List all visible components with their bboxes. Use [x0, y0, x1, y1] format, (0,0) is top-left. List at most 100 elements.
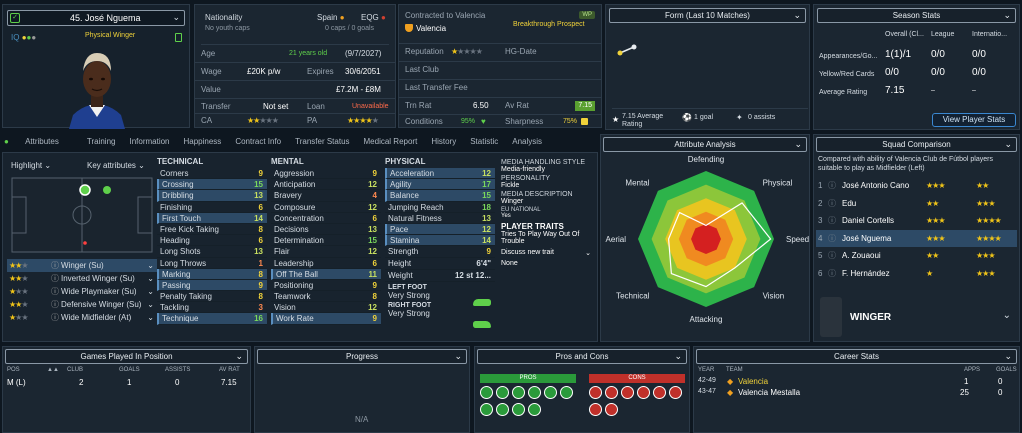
- attribute-value: 17: [482, 180, 491, 190]
- squad-row[interactable]: 6 ⓘ F. Hernández ★ ★★★: [816, 265, 1017, 283]
- sharpness-value: 75%: [563, 118, 578, 125]
- trait-icon[interactable]: [653, 386, 666, 399]
- attribute-row: First Touch 14: [157, 212, 267, 224]
- tab-history[interactable]: History: [431, 137, 457, 146]
- role-item[interactable]: ★★★ ⓘ Wide Playmaker (Su) ⌄: [9, 287, 154, 296]
- progress-header[interactable]: Progress ⌄: [257, 349, 467, 364]
- tab-attributes[interactable]: ● Attributes: [4, 137, 59, 146]
- chevron-down-icon[interactable]: ⌄: [1002, 310, 1011, 321]
- player-name: José Antonio Cano: [842, 181, 910, 190]
- ca-stars: ★★: [926, 251, 939, 261]
- pros-cons-header[interactable]: Pros and Cons ⌄: [477, 349, 687, 364]
- media-desc-title: MEDIA DESCRIPTION: [501, 191, 573, 198]
- assist-icon: ✦: [736, 113, 743, 122]
- trait-icon[interactable]: [496, 386, 509, 399]
- season-row: Yellow/Red Cards 0/0 0/0 0/0: [817, 67, 1017, 83]
- trait-icon[interactable]: [589, 403, 602, 416]
- conditions-label: Conditions: [405, 117, 443, 126]
- attribute-value: 6: [258, 202, 263, 212]
- squad-row[interactable]: 3 ⓘ Daniel Cortells ★★★ ★★★★: [816, 212, 1017, 230]
- attribute-row: Corners 9: [157, 168, 267, 180]
- radar-axis-label: Physical: [763, 178, 793, 187]
- trait-icon[interactable]: [512, 403, 525, 416]
- view-player-stats-button[interactable]: View Player Stats: [932, 113, 1016, 127]
- trait-icon[interactable]: [621, 386, 634, 399]
- attribute-value: 8: [258, 224, 263, 234]
- role-item[interactable]: ★★★ ⓘ Inverted Winger (Su) ⌄: [9, 274, 154, 283]
- career-header[interactable]: Career Stats ⌄: [696, 349, 1017, 364]
- attribute-name: Dribbling: [162, 191, 194, 201]
- attribute-name: Finishing: [160, 202, 193, 212]
- trait-icon[interactable]: [589, 386, 602, 399]
- attribute-value: 4: [372, 191, 377, 201]
- trait-icon[interactable]: [637, 386, 650, 399]
- tab-happiness[interactable]: Happiness: [183, 137, 222, 146]
- trait-icon[interactable]: [528, 403, 541, 416]
- club-name: Valencia: [416, 24, 447, 33]
- tab-information[interactable]: Information: [129, 137, 170, 146]
- tab-training[interactable]: Training: [86, 137, 116, 146]
- attribute-row: Balance 15: [385, 190, 495, 202]
- squad-row[interactable]: 4 ⓘ José Nguema ★★★ ★★★★: [816, 229, 1017, 248]
- sharpness-label: Sharpness: [505, 117, 544, 126]
- tab-analysis[interactable]: Analysis: [512, 137, 543, 146]
- squad-row[interactable]: 2 ⓘ Edu ★★ ★★★: [816, 195, 1017, 213]
- key-attributes-select[interactable]: Key attributes ⌄: [87, 161, 145, 170]
- season-val: 0/0: [885, 67, 899, 78]
- attribute-value: 9: [372, 280, 377, 290]
- status: Breakthrough Prospect: [513, 21, 585, 28]
- role-item[interactable]: ★★★ ⓘ Defensive Winger (Su) ⌄: [9, 300, 154, 309]
- tab-medical-report[interactable]: Medical Report: [363, 137, 418, 146]
- radar-axis-label: Speed: [786, 235, 809, 244]
- form-chart: [617, 44, 637, 56]
- attribute-value: 15: [368, 236, 377, 246]
- trait-icon[interactable]: [496, 403, 509, 416]
- discuss-trait-select[interactable]: Discuss new trait ⌄: [501, 249, 591, 257]
- season-val: –: [931, 87, 935, 94]
- attribute-name: Strength: [388, 247, 419, 257]
- squad-header[interactable]: Squad Comparison ⌄: [816, 137, 1017, 152]
- boot-icon: [473, 299, 491, 306]
- tab-transfer-status[interactable]: Transfer Status: [295, 137, 350, 146]
- attribute-value: 9: [486, 247, 491, 257]
- trait-icon[interactable]: [560, 386, 573, 399]
- trait-icon[interactable]: [480, 386, 493, 399]
- trait-icon[interactable]: [480, 403, 493, 416]
- player-name-select[interactable]: ✓ 45. José Nguema ⌄: [7, 10, 185, 26]
- technical-title: TECHNICAL: [157, 157, 204, 166]
- rank: 5: [818, 251, 823, 261]
- tab-contract-info[interactable]: Contract Info: [235, 137, 282, 146]
- squad-row[interactable]: 5 ⓘ A. Zouaoui ★★ ★★★: [816, 247, 1017, 265]
- tab-statistic[interactable]: Statistic: [470, 137, 499, 146]
- info-icon: ⓘ: [828, 198, 836, 208]
- trait-icon[interactable]: [528, 386, 541, 399]
- season-header[interactable]: Season Stats ⌄: [817, 8, 1016, 23]
- attribute-row: Free Kick Taking 8: [157, 224, 267, 236]
- trait-icon[interactable]: [669, 386, 682, 399]
- trait-icon[interactable]: [512, 386, 525, 399]
- analysis-header[interactable]: Attribute Analysis ⌄: [603, 137, 807, 152]
- role-name: Inverted Winger (Su): [61, 274, 135, 283]
- trait-icon[interactable]: [605, 386, 618, 399]
- form-header[interactable]: Form (Last 10 Matches) ⌄: [609, 8, 806, 23]
- attribute-name: Jumping Reach: [388, 202, 444, 212]
- favorite-icon[interactable]: ✓: [10, 13, 20, 23]
- attribute-row: Jumping Reach 18: [385, 202, 495, 213]
- role-item[interactable]: ★★★ ⓘ Winger (Su) ⌄: [7, 259, 157, 272]
- attribute-value: 16: [254, 314, 263, 324]
- attribute-value: 6: [258, 236, 263, 246]
- role-item[interactable]: ★★★ ⓘ Wide Midfielder (At) ⌄: [9, 313, 154, 322]
- avg-rating: 7.15 Average Rating: [622, 113, 664, 128]
- attribute-row: Stamina 14: [385, 235, 495, 247]
- attribute-value: 13: [368, 224, 377, 234]
- trait-icon[interactable]: [605, 403, 618, 416]
- attribute-row: Technique 16: [157, 313, 267, 325]
- games-header[interactable]: Games Played In Position ⌄: [5, 349, 248, 364]
- highlight-select[interactable]: Highlight ⌄: [11, 161, 52, 170]
- attribute-radar: Defending Physical Speed Vision Attacking Tec…: [606, 155, 809, 324]
- pa-stars: ★★★: [976, 268, 995, 278]
- squad-row[interactable]: 1 ⓘ José Antonio Cano ★★★ ★★: [816, 177, 1017, 195]
- trait-icon[interactable]: [544, 386, 557, 399]
- attribute-row: Determination 15: [271, 235, 381, 247]
- expires: 30/6/2051: [345, 67, 381, 76]
